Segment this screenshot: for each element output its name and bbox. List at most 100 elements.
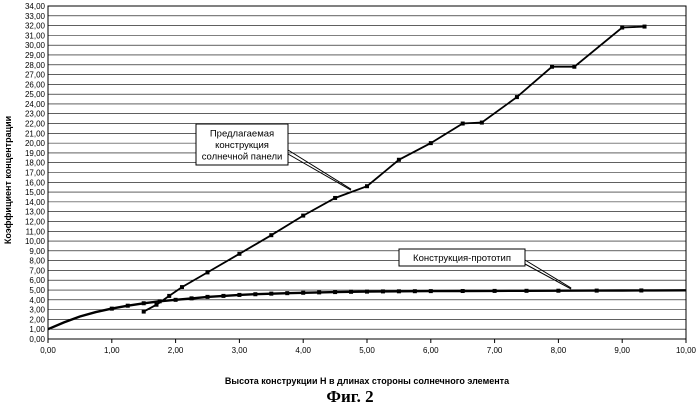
data-point-prototype bbox=[525, 289, 529, 293]
y-tick-label: 20,00 bbox=[25, 139, 46, 148]
data-point-prototype bbox=[639, 288, 643, 292]
data-point-proposed bbox=[180, 285, 184, 289]
data-point-proposed bbox=[397, 158, 401, 162]
data-point-prototype bbox=[413, 289, 417, 293]
x-tick-label: 0,00 bbox=[40, 346, 56, 355]
y-tick-label: 29,00 bbox=[25, 51, 46, 60]
data-point-prototype bbox=[142, 301, 146, 305]
data-point-prototype bbox=[493, 289, 497, 293]
x-tick-label: 7,00 bbox=[487, 346, 503, 355]
y-tick-label: 25,00 bbox=[25, 90, 46, 99]
data-point-proposed bbox=[333, 196, 337, 200]
x-tick-label: 2,00 bbox=[168, 346, 184, 355]
y-tick-labels: 0,001,002,003,004,005,006,007,008,009,00… bbox=[25, 2, 46, 344]
callout-text: Предлагаемая bbox=[210, 128, 274, 139]
data-point-proposed bbox=[461, 122, 465, 126]
callout-text: конструкция bbox=[215, 140, 269, 151]
y-tick-label: 2,00 bbox=[29, 315, 45, 324]
data-point-prototype bbox=[206, 295, 210, 299]
y-tick-label: 22,00 bbox=[25, 120, 46, 129]
x-tick-label: 6,00 bbox=[423, 346, 439, 355]
x-tick-label: 3,00 bbox=[232, 346, 248, 355]
y-tick-label: 13,00 bbox=[25, 208, 46, 217]
data-point-proposed bbox=[620, 26, 624, 30]
y-tick-label: 30,00 bbox=[25, 41, 46, 50]
data-point-prototype bbox=[174, 298, 178, 302]
data-point-proposed bbox=[167, 294, 171, 298]
series-layer bbox=[48, 25, 686, 330]
y-axis-label: Коэффициент концентрации bbox=[3, 116, 13, 244]
data-point-prototype bbox=[349, 290, 353, 294]
callout-leader bbox=[288, 154, 351, 190]
data-point-prototype bbox=[397, 289, 401, 293]
data-point-prototype bbox=[317, 290, 321, 294]
y-tick-label: 6,00 bbox=[29, 276, 45, 285]
series-line-proposed bbox=[144, 27, 645, 312]
data-point-proposed bbox=[643, 25, 647, 29]
data-point-prototype bbox=[301, 291, 305, 295]
data-point-prototype bbox=[110, 307, 114, 311]
data-point-prototype bbox=[461, 289, 465, 293]
y-tick-label: 26,00 bbox=[25, 80, 46, 89]
data-point-proposed bbox=[515, 95, 519, 99]
y-tick-label: 33,00 bbox=[25, 12, 46, 21]
x-tick-label: 5,00 bbox=[359, 346, 375, 355]
data-point-proposed bbox=[237, 252, 241, 256]
y-tick-label: 24,00 bbox=[25, 100, 46, 109]
y-tick-label: 10,00 bbox=[25, 237, 46, 246]
y-tick-label: 32,00 bbox=[25, 22, 46, 31]
y-tick-label: 21,00 bbox=[25, 129, 46, 138]
x-tick-label: 10,00 bbox=[676, 346, 697, 355]
y-tick-label: 11,00 bbox=[26, 227, 46, 236]
callout-text: солнечной панели bbox=[202, 151, 283, 162]
data-point-proposed bbox=[572, 65, 576, 69]
data-point-prototype bbox=[253, 292, 257, 296]
data-point-prototype bbox=[237, 293, 241, 297]
data-point-prototype bbox=[285, 291, 289, 295]
data-point-proposed bbox=[142, 310, 146, 314]
x-tick-label: 1,00 bbox=[104, 346, 120, 355]
data-point-proposed bbox=[301, 214, 305, 218]
y-tick-label: 7,00 bbox=[29, 266, 45, 275]
data-point-prototype bbox=[556, 289, 560, 293]
data-point-proposed bbox=[154, 303, 158, 307]
callout-leader bbox=[288, 150, 351, 189]
grid-lines bbox=[48, 6, 686, 339]
data-point-proposed bbox=[480, 121, 484, 125]
data-point-proposed bbox=[550, 65, 554, 69]
callout-text: Конструкция-прототип bbox=[413, 253, 511, 264]
y-tick-label: 5,00 bbox=[29, 286, 45, 295]
y-tick-label: 31,00 bbox=[25, 31, 46, 40]
data-point-prototype bbox=[365, 290, 369, 294]
y-tick-label: 23,00 bbox=[25, 110, 46, 119]
x-tick-label: 9,00 bbox=[614, 346, 630, 355]
y-tick-label: 9,00 bbox=[29, 247, 45, 256]
callout-leader bbox=[525, 264, 571, 289]
data-point-prototype bbox=[381, 289, 385, 293]
y-tick-label: 4,00 bbox=[29, 296, 45, 305]
y-tick-label: 27,00 bbox=[25, 71, 46, 80]
x-tick-label: 8,00 bbox=[551, 346, 567, 355]
data-point-prototype bbox=[429, 289, 433, 293]
annotations: Предлагаемаяконструкциясолнечной панели К… bbox=[196, 124, 571, 289]
data-point-prototype bbox=[595, 289, 599, 293]
y-tick-label: 16,00 bbox=[25, 178, 46, 187]
y-tick-label: 3,00 bbox=[29, 306, 45, 315]
data-point-proposed bbox=[365, 184, 369, 188]
y-tick-label: 18,00 bbox=[25, 159, 46, 168]
data-point-prototype bbox=[158, 299, 162, 303]
y-tick-label: 14,00 bbox=[25, 198, 46, 207]
data-point-proposed bbox=[269, 233, 273, 237]
data-point-prototype bbox=[333, 290, 337, 294]
data-point-prototype bbox=[126, 304, 130, 308]
x-tick-labels: 0,00 1,00 2,00 3,00 4,00 5,00 6,00 7,00 8,00 9,00… bbox=[40, 346, 696, 355]
data-point-prototype bbox=[221, 294, 225, 298]
data-point-prototype bbox=[190, 296, 194, 300]
y-tick-label: 1,00 bbox=[29, 325, 45, 334]
data-point-proposed bbox=[429, 141, 433, 145]
data-point-proposed bbox=[206, 270, 210, 274]
y-tick-label: 28,00 bbox=[25, 61, 46, 70]
y-tick-label: 34,00 bbox=[25, 2, 46, 11]
x-tick-label: 4,00 bbox=[295, 346, 311, 355]
